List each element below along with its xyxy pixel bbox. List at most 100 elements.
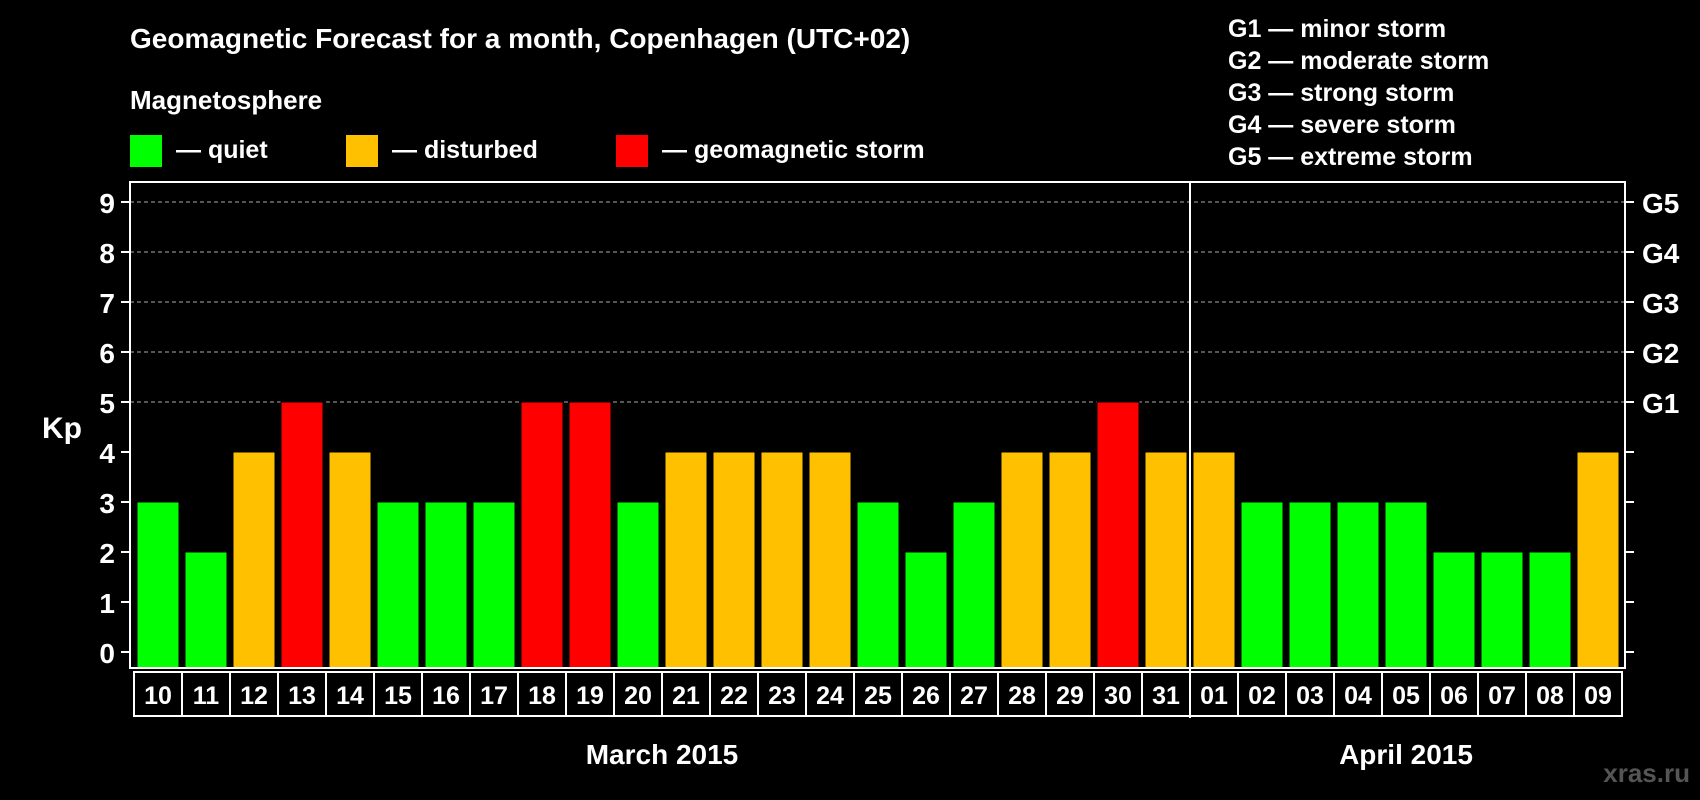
y-tick-label: 8 — [99, 238, 115, 269]
legend-heading: Magnetosphere — [130, 85, 322, 115]
x-category-label: 17 — [480, 682, 508, 710]
y-tick-label: 2 — [99, 538, 115, 569]
y-tick-label: 7 — [99, 288, 115, 319]
legend: — quiet — disturbed — geomagnetic storm — [130, 135, 925, 167]
bar — [184, 551, 228, 669]
x-category-label: 27 — [960, 682, 988, 710]
bar — [808, 451, 852, 669]
bar — [1096, 401, 1140, 669]
bar — [520, 401, 564, 669]
month-label: March 2015 — [586, 739, 739, 770]
storm-scale-item: G1 — minor storm — [1228, 15, 1446, 43]
x-category-label: 08 — [1536, 682, 1564, 710]
x-category-label: 03 — [1296, 682, 1324, 710]
bar — [1528, 551, 1572, 669]
x-category-label: 19 — [576, 682, 604, 710]
y-tick-label: 9 — [99, 188, 115, 219]
x-category-label: 06 — [1440, 682, 1468, 710]
x-category-label: 07 — [1488, 682, 1516, 710]
storm-scale-item: G5 — extreme storm — [1228, 143, 1473, 171]
x-category-label: 29 — [1056, 682, 1084, 710]
right-tick-label: G3 — [1642, 288, 1679, 319]
right-tick-label: G1 — [1642, 388, 1679, 419]
x-category-label: 22 — [720, 682, 748, 710]
x-category-label: 12 — [240, 682, 268, 710]
y-axis-label: Kp — [42, 412, 82, 445]
bar — [1480, 551, 1524, 669]
bar — [1288, 501, 1332, 669]
storm-scale-item: G2 — moderate storm — [1228, 47, 1489, 75]
bar — [1048, 451, 1092, 669]
x-category-label: 10 — [144, 682, 172, 710]
bar — [904, 551, 948, 669]
right-tick-label: G5 — [1642, 188, 1679, 219]
bar — [232, 451, 276, 669]
x-category-label: 05 — [1392, 682, 1420, 710]
right-tick-label: G4 — [1642, 238, 1680, 269]
bar — [856, 501, 900, 669]
bar — [376, 501, 420, 669]
bar — [712, 451, 756, 669]
x-category-label: 13 — [288, 682, 316, 710]
y-tick-label: 5 — [99, 388, 115, 419]
x-category-label: 31 — [1152, 682, 1180, 710]
x-category-label: 26 — [912, 682, 940, 710]
x-axis-categories: 10 11 12 13 14 15 16 17 18 19 20 21 22 23 24 25 26 27 28 29… — [133, 671, 1623, 717]
chart-title: Geomagnetic Forecast for a month, Copenh… — [130, 23, 910, 54]
right-tick-label: G2 — [1642, 338, 1679, 369]
storm-scale-legend: G1 — minor storm G2 — moderate storm G3 — … — [1228, 15, 1489, 171]
storm-scale-item: G3 — strong storm — [1228, 79, 1454, 107]
bar — [1192, 451, 1236, 669]
plot-frame — [129, 181, 1626, 669]
x-category-label: 23 — [768, 682, 796, 710]
legend-label: — geomagnetic storm — [662, 136, 925, 164]
month-label: April 2015 — [1339, 739, 1473, 770]
bar — [952, 501, 996, 669]
bar — [472, 501, 516, 669]
y-tick-label: 6 — [99, 338, 115, 369]
bar — [664, 451, 708, 669]
bar — [1576, 451, 1620, 669]
x-category-label: 14 — [336, 682, 364, 710]
bar — [424, 501, 468, 669]
bars — [136, 401, 1620, 669]
x-category-label: 15 — [384, 682, 412, 710]
x-category-label: 04 — [1344, 682, 1372, 710]
x-category-label: 02 — [1248, 682, 1276, 710]
bar — [1000, 451, 1044, 669]
x-category-label: 28 — [1008, 682, 1036, 710]
legend-label: — quiet — [176, 136, 268, 164]
y-tick-label: 1 — [99, 588, 115, 619]
category-row-frame — [133, 671, 1623, 717]
legend-swatch — [616, 135, 648, 167]
x-category-label: 01 — [1200, 682, 1228, 710]
month-labels: March 2015 April 2015 — [586, 739, 1473, 770]
y-tick-label: 0 — [99, 638, 115, 669]
x-category-label: 20 — [624, 682, 652, 710]
bar — [616, 501, 660, 669]
bar — [328, 451, 372, 669]
y-tick-label: 4 — [99, 438, 115, 469]
bar — [568, 401, 612, 669]
x-category-label: 21 — [672, 682, 700, 710]
x-category-label: 16 — [432, 682, 460, 710]
bar — [136, 501, 180, 669]
bar — [280, 401, 324, 669]
bar — [760, 451, 804, 669]
legend-label: — disturbed — [392, 136, 538, 164]
x-category-label: 30 — [1104, 682, 1132, 710]
bar — [1336, 501, 1380, 669]
x-category-label: 09 — [1584, 682, 1612, 710]
bar — [1144, 451, 1188, 669]
x-category-label: 18 — [528, 682, 556, 710]
legend-swatch — [346, 135, 378, 167]
watermark: xras.ru — [1603, 758, 1690, 788]
storm-scale-item: G4 — severe storm — [1228, 111, 1456, 139]
x-category-label: 25 — [864, 682, 892, 710]
legend-swatch — [130, 135, 162, 167]
x-category-label: 11 — [193, 682, 220, 710]
x-category-label: 24 — [816, 682, 844, 710]
bar — [1432, 551, 1476, 669]
